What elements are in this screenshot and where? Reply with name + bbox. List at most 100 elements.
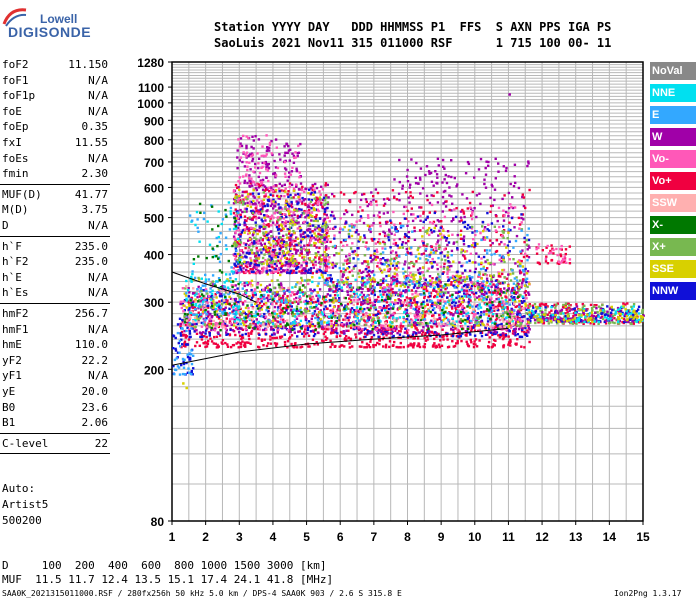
echo-point	[466, 292, 469, 295]
echo-point	[386, 305, 389, 308]
echo-point	[527, 319, 531, 322]
echo-point	[234, 231, 237, 234]
echo-point	[241, 210, 244, 214]
echo-point	[430, 299, 433, 303]
echo-point	[278, 284, 282, 288]
echo-point	[319, 317, 322, 321]
echo-point	[386, 327, 389, 330]
echo-point	[266, 324, 270, 327]
echo-point	[366, 294, 369, 297]
echo-point	[178, 317, 182, 320]
echo-point	[254, 187, 258, 190]
echo-point	[232, 202, 236, 205]
echo-point	[451, 334, 455, 338]
echo-point	[290, 257, 294, 260]
echo-point	[635, 320, 638, 324]
echo-point	[285, 251, 289, 254]
echo-point	[286, 307, 289, 310]
echo-point	[348, 342, 351, 345]
echo-point	[254, 221, 257, 224]
echo-point	[499, 335, 502, 338]
echo-point	[225, 317, 228, 320]
echo-point	[321, 228, 324, 231]
echo-point	[414, 332, 418, 335]
echo-point	[378, 306, 381, 309]
echo-point	[449, 313, 452, 316]
echo-point	[325, 194, 328, 197]
echo-point	[319, 226, 322, 230]
echo-point	[321, 205, 324, 208]
echo-point	[255, 217, 258, 220]
echo-point	[207, 339, 210, 343]
echo-point	[296, 216, 300, 220]
echo-point	[406, 345, 410, 348]
echo-point	[280, 315, 284, 318]
echo-point	[476, 312, 479, 315]
echo-point	[309, 271, 312, 275]
echo-point	[301, 279, 304, 282]
echo-point	[290, 263, 293, 266]
echo-point	[275, 235, 278, 239]
echo-point	[512, 298, 515, 302]
echo-point	[468, 298, 471, 301]
echo-point	[311, 230, 314, 233]
echo-point	[591, 320, 594, 324]
echo-point	[200, 333, 203, 336]
echo-point	[263, 293, 266, 297]
echo-point	[463, 306, 466, 310]
echo-point	[234, 252, 237, 256]
echo-point	[505, 311, 508, 314]
echo-point	[220, 341, 223, 344]
echo-point	[264, 225, 267, 229]
echo-point	[494, 288, 497, 291]
echo-point	[375, 298, 378, 302]
echo-point	[370, 317, 374, 321]
echo-point	[416, 321, 420, 325]
echo-point	[503, 335, 506, 338]
echo-point	[250, 315, 254, 318]
echo-point	[268, 283, 271, 287]
echo-point	[394, 301, 397, 305]
echo-point	[290, 196, 293, 200]
echo-point	[379, 293, 382, 296]
echo-point	[489, 320, 493, 323]
echo-point	[345, 329, 348, 332]
echo-point	[264, 316, 267, 320]
echo-point	[591, 316, 594, 319]
echo-point	[457, 282, 461, 285]
echo-point	[346, 293, 350, 296]
echo-point	[603, 310, 606, 313]
echo-point	[414, 308, 417, 311]
echo-point	[288, 258, 291, 261]
echo-point	[384, 332, 387, 335]
echo-point	[313, 228, 317, 231]
echo-point	[482, 298, 485, 302]
echo-point	[323, 255, 326, 259]
echo-point	[295, 209, 299, 212]
echo-point	[471, 311, 474, 315]
echo-point	[265, 231, 268, 234]
echo-point	[494, 320, 497, 324]
echo-point	[287, 209, 290, 213]
echo-point	[246, 295, 249, 298]
echo-point	[413, 337, 416, 340]
echo-point	[322, 298, 325, 301]
echo-point	[449, 322, 453, 326]
echo-point	[212, 305, 215, 308]
echo-point	[311, 272, 314, 275]
echo-point	[637, 305, 641, 308]
echo-point	[243, 207, 247, 210]
echo-point	[287, 236, 290, 239]
echo-point	[477, 317, 480, 320]
echo-point	[205, 327, 209, 330]
echo-point	[296, 227, 299, 230]
echo-point	[187, 328, 191, 331]
echo-point	[504, 311, 507, 314]
echo-point	[472, 292, 476, 296]
echo-point	[267, 238, 271, 241]
echo-point	[289, 193, 292, 197]
echo-point	[275, 251, 279, 255]
echo-point	[268, 269, 272, 272]
echo-point	[293, 248, 296, 251]
echo-point	[314, 238, 317, 241]
